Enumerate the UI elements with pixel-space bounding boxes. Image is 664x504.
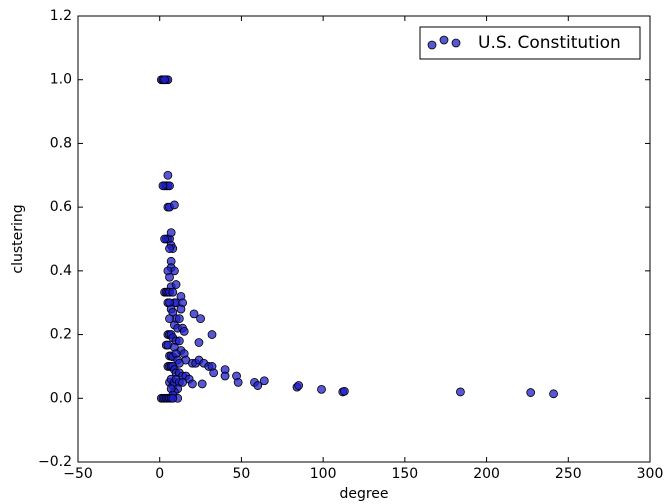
x-tick-label: 0: [155, 466, 164, 482]
point: [294, 381, 304, 390]
x-tick-label: 50: [233, 466, 251, 482]
point: [160, 234, 170, 244]
y-tick-label: 1.2: [50, 8, 72, 24]
point: [253, 381, 263, 390]
point: [176, 304, 186, 314]
x-tick-label: 250: [555, 466, 582, 482]
point: [197, 379, 207, 389]
y-tick-label: 0.0: [50, 390, 72, 406]
point: [189, 309, 199, 319]
point: [174, 314, 184, 324]
point: [233, 377, 243, 387]
y-axis-label: clustering: [10, 204, 26, 273]
x-tick-label: 200: [473, 466, 500, 482]
point: [194, 338, 204, 347]
point: [171, 280, 181, 289]
y-tick-label: 0.8: [50, 135, 72, 151]
point: [207, 330, 217, 339]
legend-marker: [451, 38, 461, 48]
point: [187, 379, 197, 389]
point: [166, 228, 176, 238]
point: [158, 181, 168, 191]
point: [196, 314, 205, 324]
point: [170, 200, 179, 210]
x-tick-label: 300: [637, 466, 664, 482]
y-tick-label: 0.6: [50, 199, 72, 215]
point: [178, 377, 187, 387]
point: [526, 388, 536, 397]
point: [179, 326, 189, 336]
point: [174, 336, 184, 346]
point: [456, 387, 465, 397]
x-tick-label: 100: [310, 466, 337, 482]
point: [160, 75, 170, 85]
x-axis-label: degree: [339, 486, 388, 502]
legend-label: U.S. Constitution: [478, 33, 621, 53]
point: [209, 368, 219, 378]
x-tick-label: −50: [63, 466, 93, 482]
point: [165, 314, 174, 324]
point: [220, 371, 230, 381]
point: [259, 376, 269, 386]
y-tick-label: −0.2: [38, 454, 72, 470]
point: [168, 287, 178, 297]
x-tick-label: 150: [391, 466, 418, 482]
point: [168, 393, 178, 403]
point: [549, 389, 558, 399]
legend-marker: [427, 40, 437, 50]
legend-marker: [439, 35, 449, 45]
point: [163, 170, 173, 180]
point: [339, 386, 349, 396]
point: [165, 272, 174, 282]
plot-frame: [77, 15, 651, 463]
y-tick-label: 1.0: [50, 72, 72, 88]
y-tick-label: 0.4: [50, 263, 72, 279]
y-tick-label: 0.2: [50, 327, 72, 343]
point: [165, 244, 174, 253]
point: [317, 384, 326, 394]
